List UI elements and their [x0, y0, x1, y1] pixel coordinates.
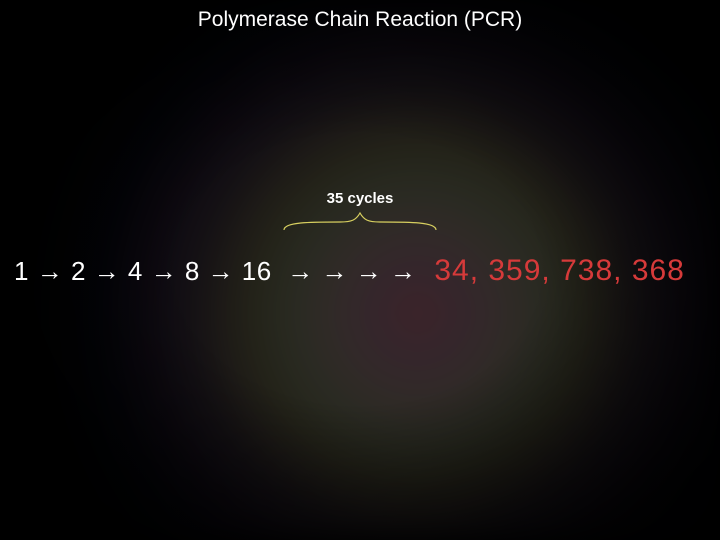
slide-title: Polymerase Chain Reaction (PCR): [0, 8, 720, 32]
sequence-row: 1 → 2 → 4 → 8 → 16 → → → → 34, 359, 738,…: [0, 254, 720, 288]
arrow-icon: →: [356, 256, 383, 286]
seq-val: 1: [14, 256, 29, 286]
curly-brace: [280, 210, 440, 232]
cycles-label: 35 cycles: [0, 190, 720, 207]
arrow-icon: →: [390, 256, 417, 286]
arrow-icon: →: [287, 256, 314, 286]
seq-val: 8: [185, 256, 200, 286]
arrow-icon: →: [321, 256, 348, 286]
slide-content: Polymerase Chain Reaction (PCR) 35 cycle…: [0, 0, 720, 540]
seq-val: 16: [242, 256, 272, 286]
seq-val: 2: [71, 256, 86, 286]
sequence-result: 34, 359, 738, 368: [434, 254, 685, 288]
arrow-icon: →: [94, 256, 121, 286]
brace-path: [284, 213, 436, 230]
seq-val: 4: [128, 256, 143, 286]
arrow-icon: →: [151, 256, 178, 286]
sequence-left: 1 → 2 → 4 → 8 → 16 → → → →: [0, 256, 416, 287]
arrow-icon: →: [208, 256, 235, 286]
arrow-icon: →: [37, 256, 64, 286]
